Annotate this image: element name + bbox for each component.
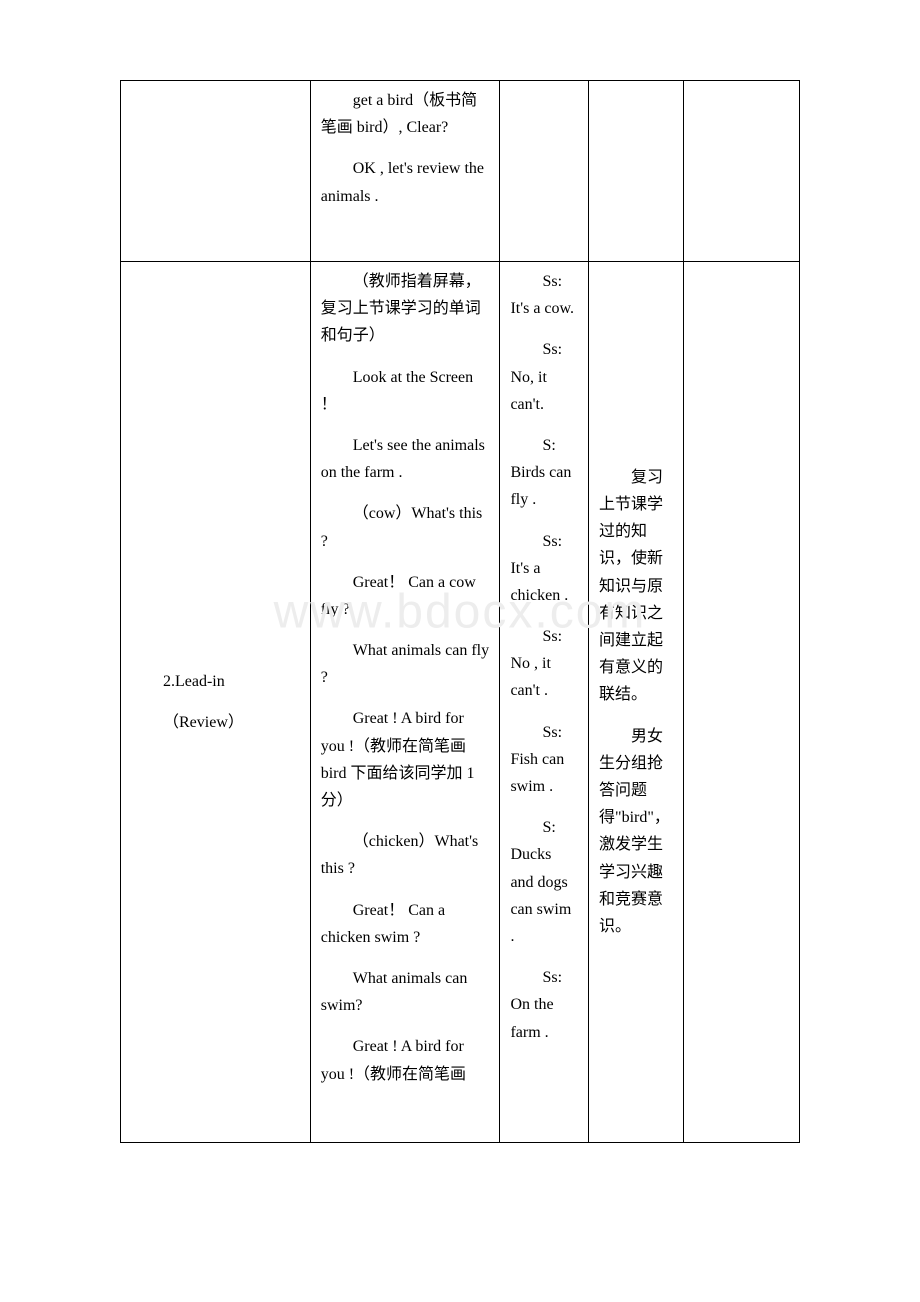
paragraph: OK , let's review the animals . (321, 155, 490, 209)
section-title: 2.Lead-in (131, 668, 300, 695)
paragraph: 男女生分组抢答问题得"bird"，激发学生学习兴趣和竞赛意识。 (599, 723, 673, 941)
paragraph: S: Birds can fly . (510, 432, 578, 514)
paragraph: Great！ Can a chicken swim ? (321, 897, 490, 951)
paragraph: Ss: No, it can't. (510, 336, 578, 418)
paragraph: Great ! A bird for you !（教师在简笔画 (321, 1033, 490, 1087)
page-container: www.bdocx.com get a bird（板书简笔画 bird）, Cl… (0, 0, 920, 1243)
paragraph: 复习上节课学过的知识，使新知识与原有知识之间建立起有意义的联结。 (599, 464, 673, 709)
cell-r2-c2: （教师指着屏幕，复习上节课学习的单词和句子） Look at the Scree… (310, 262, 500, 1143)
section-subtitle: （Review） (131, 709, 300, 736)
cell-r1-c2: get a bird（板书简笔画 bird）, Clear? OK , let'… (310, 81, 500, 262)
cell-r2-c1: 2.Lead-in （Review） (121, 262, 311, 1143)
lesson-plan-table: get a bird（板书简笔画 bird）, Clear? OK , let'… (120, 80, 800, 1143)
cell-r2-c4: 复习上节课学过的知识，使新知识与原有知识之间建立起有意义的联结。 男女生分组抢答… (589, 262, 684, 1143)
table-row: 2.Lead-in （Review） （教师指着屏幕，复习上节课学习的单词和句子… (121, 262, 800, 1143)
paragraph: （chicken）What's this ? (321, 828, 490, 882)
paragraph: S: Ducks and dogs can swim . (510, 814, 578, 950)
paragraph: What animals can swim? (321, 965, 490, 1019)
paragraph: （cow）What's this ? (321, 500, 490, 554)
paragraph: Look at the Screen ！ (321, 364, 490, 418)
paragraph: Great ! A bird for you !（教师在简笔画 bird 下面给… (321, 705, 490, 814)
paragraph: Let's see the animals on the farm . (321, 432, 490, 486)
cell-r2-c5 (684, 262, 800, 1143)
paragraph: What animals can fly ? (321, 637, 490, 691)
paragraph: get a bird（板书简笔画 bird）, Clear? (321, 87, 490, 141)
paragraph: Ss: Fish can swim . (510, 719, 578, 801)
cell-r2-c3: Ss: It's a cow. Ss: No, it can't. S: Bir… (500, 262, 589, 1143)
cell-r1-c4 (589, 81, 684, 262)
paragraph: Ss: On the farm . (510, 964, 578, 1046)
paragraph: Ss: It's a chicken . (510, 528, 578, 610)
paragraph: （教师指着屏幕，复习上节课学习的单词和句子） (321, 268, 490, 350)
table-wrapper: www.bdocx.com get a bird（板书简笔画 bird）, Cl… (120, 80, 800, 1143)
cell-r1-c3 (500, 81, 589, 262)
paragraph: Ss: It's a cow. (510, 268, 578, 322)
paragraph: Ss: No , it can't . (510, 623, 578, 705)
cell-r1-c5 (684, 81, 800, 262)
cell-r1-c1 (121, 81, 311, 262)
table-row: get a bird（板书简笔画 bird）, Clear? OK , let'… (121, 81, 800, 262)
paragraph: Great！ Can a cow fly ? (321, 569, 490, 623)
